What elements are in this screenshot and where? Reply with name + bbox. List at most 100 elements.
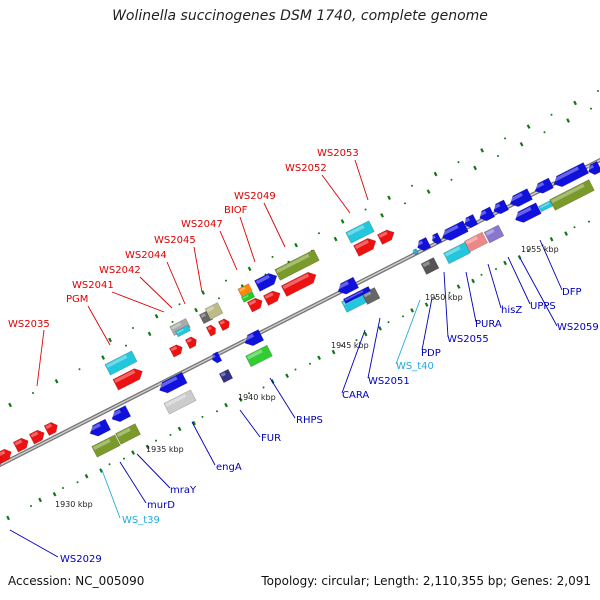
gene-label-ws2052[interactable]: WS2052 <box>285 163 327 174</box>
gene-label-ws2042[interactable]: WS2042 <box>99 265 141 276</box>
gene-label-mray[interactable]: mraY <box>170 485 197 496</box>
forward-gene-arrow <box>353 238 377 257</box>
leader-line <box>111 291 165 313</box>
minor-tick <box>155 439 157 442</box>
gene-label-ws2053[interactable]: WS2053 <box>317 148 359 159</box>
minor-tick <box>216 410 218 413</box>
scale-label: 1935 kbp <box>146 445 184 454</box>
minor-tick <box>550 113 553 116</box>
reverse-gene-arrow <box>441 220 469 241</box>
gene-label-ws2041[interactable]: WS2041 <box>72 280 114 291</box>
reverse-gene-arrow <box>412 248 419 255</box>
gene-label-pdp[interactable]: PDP <box>421 348 441 359</box>
reverse-gene-block <box>549 179 595 211</box>
forward-gene-arrow <box>217 318 230 332</box>
tick-mark <box>424 302 429 307</box>
map-title: Wolinella succinogenes DSM 1740, complet… <box>112 8 488 24</box>
minor-tick <box>543 131 546 134</box>
gene-label-fur[interactable]: FUR <box>261 433 281 444</box>
gene-label-ws-t40[interactable]: WS_t40 <box>396 361 434 372</box>
forward-gene-labels: WS2035 PGM WS2041 WS2042 WS2044 WS2045 W… <box>8 148 359 330</box>
minor-tick <box>411 184 413 187</box>
tick-mark <box>480 148 484 153</box>
minor-tick <box>271 255 274 258</box>
gene-label-ws2049[interactable]: WS2049 <box>234 191 276 202</box>
gene-label-ws2051[interactable]: WS2051 <box>368 376 410 387</box>
gene-label-cara[interactable]: CARA <box>342 390 369 401</box>
tick-mark <box>177 426 182 432</box>
reverse-gene-arrow <box>243 329 265 347</box>
forward-gene-block <box>274 249 320 281</box>
gene-label-ws2047[interactable]: WS2047 <box>181 219 223 230</box>
tick-mark <box>573 100 577 106</box>
forward-gene-block <box>240 291 256 303</box>
tick-mark <box>147 331 152 337</box>
tick-mark <box>456 284 461 289</box>
gene-label-biof[interactable]: BIOF <box>224 205 248 216</box>
tick-mark <box>333 236 338 242</box>
tick-mark <box>6 515 10 521</box>
leader-line <box>36 329 45 387</box>
scale-label: 1955 kbp <box>521 245 559 254</box>
minor-tick <box>364 208 367 211</box>
minor-tick <box>341 344 343 347</box>
forward-gene-block <box>345 220 375 244</box>
gene-label-ws2045[interactable]: WS2045 <box>154 235 196 246</box>
gene-label-pgm[interactable]: PGM <box>66 294 88 305</box>
gene-label-upps[interactable]: UPPS <box>530 301 556 312</box>
minor-tick <box>201 415 204 418</box>
tick-mark <box>473 165 477 171</box>
gene-label-ws2059[interactable]: WS2059 <box>557 322 599 333</box>
tick-mark <box>84 473 89 479</box>
scale-labels: 1930 kbp 1935 kbp 1940 kbp 1945 kbp 1950… <box>55 245 559 509</box>
leader-line <box>465 271 477 323</box>
accession-text: Accession: NC_005090 <box>8 574 145 588</box>
minor-tick <box>590 107 592 110</box>
reverse-gene-arrow <box>158 371 188 394</box>
gene-label-hisz[interactable]: hisZ <box>501 305 522 316</box>
minor-tick <box>248 392 250 395</box>
minor-tick <box>404 202 406 205</box>
scale-label: 1930 kbp <box>55 500 93 509</box>
forward-gene-arrow <box>376 229 395 245</box>
forward-gene-arrow <box>184 336 197 350</box>
reverse-gene-labels: WS2029 WS_t39 murD mraY engA FUR RHPS CA… <box>60 287 599 565</box>
tick-mark <box>549 236 554 242</box>
tick-mark <box>410 308 414 313</box>
minor-tick <box>76 481 79 484</box>
minor-tick <box>171 320 174 323</box>
gene-label-ws2055[interactable]: WS2055 <box>447 334 489 345</box>
leader-line <box>341 329 366 394</box>
forward-gene-block <box>204 302 224 320</box>
forward-gene-block <box>104 350 138 376</box>
leader-line <box>487 263 502 309</box>
tick-mark <box>471 278 475 284</box>
gene-label-murd[interactable]: murD <box>147 500 175 511</box>
minor-tick <box>225 279 227 282</box>
leader-line <box>539 239 563 291</box>
gene-label-ws2035[interactable]: WS2035 <box>8 319 50 330</box>
minor-tick <box>434 297 436 300</box>
minor-tick <box>32 392 34 394</box>
gene-label-rhps[interactable]: RHPS <box>296 415 323 426</box>
scale-label: 1945 kbp <box>331 341 369 350</box>
leader-line <box>166 261 186 305</box>
reverse-gene-arrow <box>533 177 554 194</box>
minor-tick <box>497 155 499 157</box>
tick-mark <box>519 141 524 147</box>
tick-mark <box>192 420 196 426</box>
gene-label-dfp[interactable]: DFP <box>562 287 581 298</box>
leader-line <box>87 305 111 346</box>
minor-tick <box>597 90 599 92</box>
gene-label-ws2029[interactable]: WS2029 <box>60 554 102 565</box>
reverse-gene-arrow <box>336 276 360 295</box>
reverse-gene-arrow <box>508 188 533 207</box>
gene-label-ws2044[interactable]: WS2044 <box>125 250 167 261</box>
tick-mark <box>566 118 570 123</box>
gene-label-pura[interactable]: PURA <box>475 319 502 330</box>
gene-label-ws-t39[interactable]: WS_t39 <box>122 515 160 526</box>
reverse-gene-block <box>420 257 440 275</box>
gene-label-enga[interactable]: engA <box>216 462 242 473</box>
